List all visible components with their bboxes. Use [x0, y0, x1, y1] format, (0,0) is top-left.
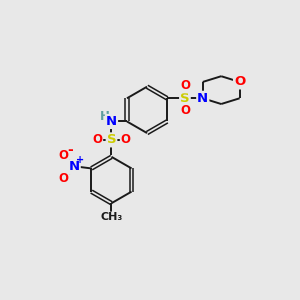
- Text: H: H: [100, 110, 110, 123]
- Text: N: N: [69, 160, 80, 173]
- Text: N: N: [106, 115, 117, 128]
- Text: O: O: [92, 134, 102, 146]
- Text: S: S: [107, 134, 116, 146]
- Text: -: -: [68, 143, 73, 157]
- Text: O: O: [234, 75, 245, 88]
- Text: S: S: [180, 92, 190, 105]
- Text: O: O: [121, 134, 131, 146]
- Text: O: O: [180, 79, 190, 92]
- Text: O: O: [180, 104, 190, 117]
- Text: N: N: [197, 92, 208, 105]
- Text: CH₃: CH₃: [100, 212, 123, 222]
- Text: +: +: [76, 155, 84, 165]
- Text: O: O: [59, 172, 69, 185]
- Text: O: O: [59, 148, 69, 162]
